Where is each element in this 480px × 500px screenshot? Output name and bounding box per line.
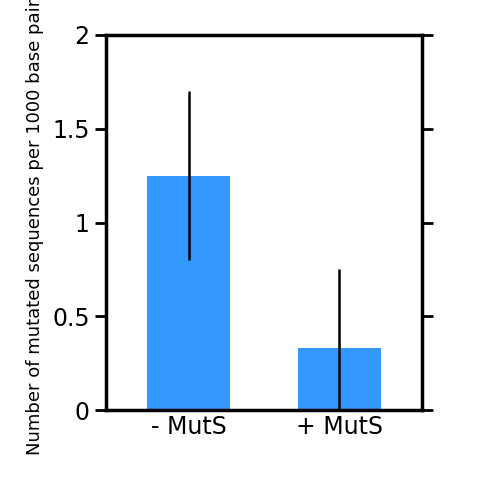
Bar (147, 176, 230, 410)
Bar (298, 348, 381, 410)
Y-axis label: Number of mutated sequences per 1000 base pairs: Number of mutated sequences per 1000 bas… (25, 0, 44, 456)
